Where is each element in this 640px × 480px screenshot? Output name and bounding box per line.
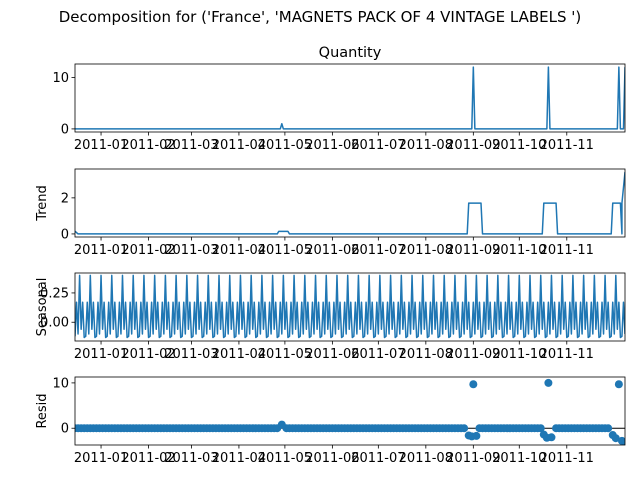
y-tick-label: 0.00 — [40, 316, 69, 331]
resid-point — [621, 438, 625, 445]
x-tick-label: 2011-02 — [121, 138, 175, 153]
x-tick-label: 2011-04 — [212, 243, 266, 258]
x-tick-label: 2011-11 — [540, 243, 594, 258]
x-tick-label: 2011-05 — [258, 451, 312, 466]
y-tick-label: 0 — [61, 122, 69, 137]
y-axis-label: Trend — [35, 185, 50, 222]
x-tick-label: 2011-03 — [164, 243, 218, 258]
series-line — [75, 274, 625, 339]
x-tick-label: 2011-01 — [74, 138, 128, 153]
figure-suptitle: Decomposition for ('France', 'MAGNETS PA… — [59, 8, 582, 26]
y-tick-label: 2 — [61, 191, 69, 206]
series-line — [75, 66, 625, 130]
panels: 0102011-012011-022011-032011-042011-0520… — [35, 45, 626, 466]
x-tick-label: 2011-01 — [74, 451, 128, 466]
axes-frame — [74, 168, 626, 238]
x-tick-label: 2011-07 — [351, 451, 405, 466]
axes-frame — [74, 272, 626, 342]
x-tick-label: 2011-08 — [399, 243, 453, 258]
plot-area — [75, 274, 625, 339]
x-tick-label: 2011-08 — [399, 138, 453, 153]
plot-area — [75, 378, 625, 445]
x-tick-label: 2011-10 — [492, 451, 546, 466]
x-tick-label: 2011-10 — [492, 243, 546, 258]
x-tick-label: 2011-01 — [74, 243, 128, 258]
resid-point — [611, 434, 620, 443]
panel-3: 0.000.252011-012011-022011-032011-042011… — [35, 272, 626, 362]
axes-frame — [74, 376, 626, 446]
x-tick-label: 2011-05 — [258, 243, 312, 258]
x-tick-label: 2011-06 — [305, 138, 359, 153]
x-tick-label: 2011-09 — [446, 451, 500, 466]
series-line — [75, 171, 625, 235]
panel-4: 0102011-012011-022011-032011-042011-0520… — [35, 376, 626, 466]
x-tick-label: 2011-02 — [121, 347, 175, 362]
x-tick-label: 2011-10 — [492, 347, 546, 362]
x-tick-label: 2011-11 — [540, 347, 594, 362]
x-tick-label: 2011-09 — [446, 243, 500, 258]
x-tick-label: 2011-07 — [351, 138, 405, 153]
x-tick-label: 2011-04 — [212, 347, 266, 362]
x-tick-label: 2011-04 — [212, 138, 266, 153]
x-tick-label: 2011-04 — [212, 451, 266, 466]
x-tick-label: 2011-10 — [492, 138, 546, 153]
x-tick-label: 2011-08 — [399, 451, 453, 466]
resid-point — [536, 424, 545, 433]
x-tick-label: 2011-05 — [258, 347, 312, 362]
y-tick-label: 0 — [61, 227, 69, 242]
panel-title: Quantity — [319, 45, 382, 61]
resid-point — [544, 378, 553, 387]
y-tick-label: 10 — [52, 376, 69, 391]
y-axis-label: Resid — [35, 393, 50, 428]
axes-frame — [74, 63, 626, 133]
x-tick-label: 2011-05 — [258, 138, 312, 153]
x-tick-label: 2011-01 — [74, 347, 128, 362]
x-tick-label: 2011-06 — [305, 243, 359, 258]
x-tick-label: 2011-07 — [351, 347, 405, 362]
y-tick-label: 0.25 — [40, 286, 69, 301]
resid-point — [472, 431, 481, 440]
x-tick-label: 2011-11 — [540, 451, 594, 466]
plot-area — [75, 66, 625, 130]
x-tick-label: 2011-09 — [446, 347, 500, 362]
resid-point — [614, 380, 623, 389]
y-axis-label: Seasonal — [35, 278, 50, 337]
x-tick-label: 2011-06 — [305, 451, 359, 466]
y-tick-label: 10 — [52, 71, 69, 86]
resid-point — [469, 380, 478, 389]
x-tick-label: 2011-03 — [164, 451, 218, 466]
resid-point — [604, 424, 613, 433]
x-tick-label: 2011-09 — [446, 138, 500, 153]
x-tick-label: 2011-08 — [399, 347, 453, 362]
resid-point — [277, 420, 286, 429]
x-tick-label: 2011-02 — [121, 243, 175, 258]
x-tick-label: 2011-03 — [164, 347, 218, 362]
y-tick-label: 0 — [61, 422, 69, 437]
x-tick-label: 2011-03 — [164, 138, 218, 153]
resid-point — [547, 433, 556, 442]
resid-point — [460, 424, 469, 433]
x-tick-label: 2011-02 — [121, 451, 175, 466]
x-tick-label: 2011-07 — [351, 243, 405, 258]
panel-1: 0102011-012011-022011-032011-042011-0520… — [52, 45, 626, 153]
plot-area — [75, 171, 625, 235]
x-tick-label: 2011-11 — [540, 138, 594, 153]
x-tick-label: 2011-06 — [305, 347, 359, 362]
panel-2: 022011-012011-022011-032011-042011-05201… — [35, 168, 626, 258]
